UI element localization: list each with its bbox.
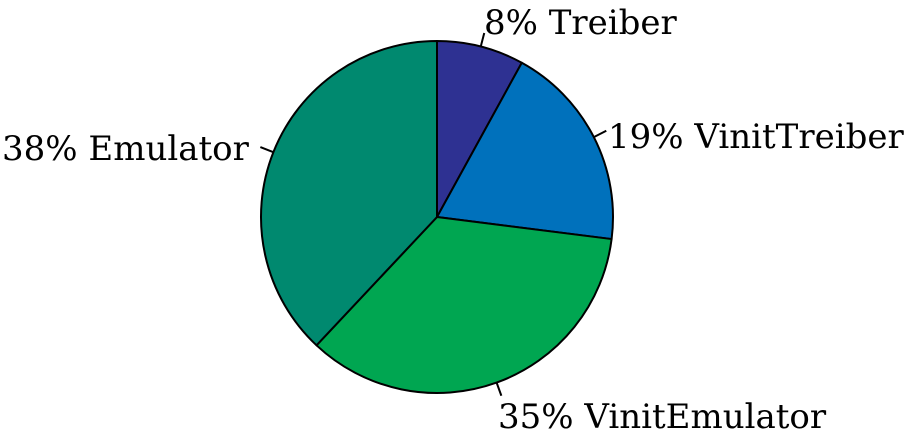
pie-slices (260, 40, 614, 394)
pie-label-vinitemulator: 35% VinitEmulator (498, 397, 827, 437)
pie-label-treiber: 8% Treiber (484, 3, 678, 43)
leader-line-vinitemulator (495, 382, 503, 397)
pie-slice-vinitemulator (315, 216, 613, 394)
pie-leader-lines (259, 32, 607, 397)
leader-line-treiber (479, 32, 486, 47)
pie-slice-vinittreiber (436, 61, 614, 241)
pie-label-vinittreiber: 19% VinitTreiber (608, 117, 904, 157)
pie-slice-treiber (436, 40, 523, 218)
leader-line-emulator (259, 146, 274, 154)
leader-line-vinittreiber (593, 129, 607, 138)
pie-labels: 8% Treiber 19% VinitTreiber 35% VinitEmula… (2, 3, 904, 437)
pie-label-emulator: 38% Emulator (2, 129, 250, 169)
pie-slice-emulator (260, 40, 438, 347)
